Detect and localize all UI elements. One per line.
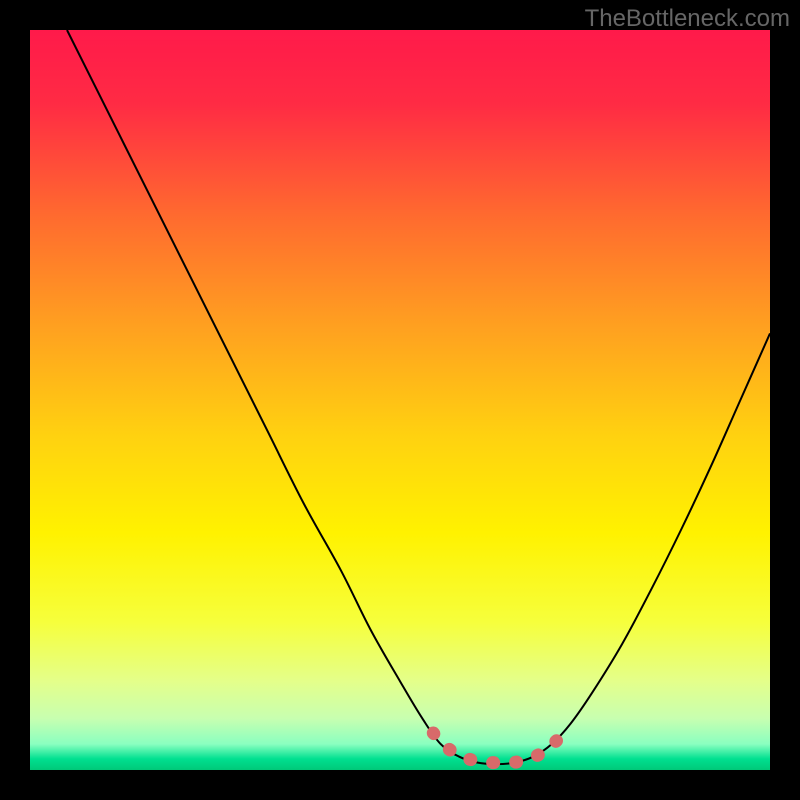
watermark-text: TheBottleneck.com	[585, 5, 790, 33]
curve-svg-layer	[30, 30, 770, 770]
highlight-dots	[433, 733, 557, 763]
plot-area	[30, 30, 770, 770]
bottleneck-curve	[67, 30, 770, 764]
